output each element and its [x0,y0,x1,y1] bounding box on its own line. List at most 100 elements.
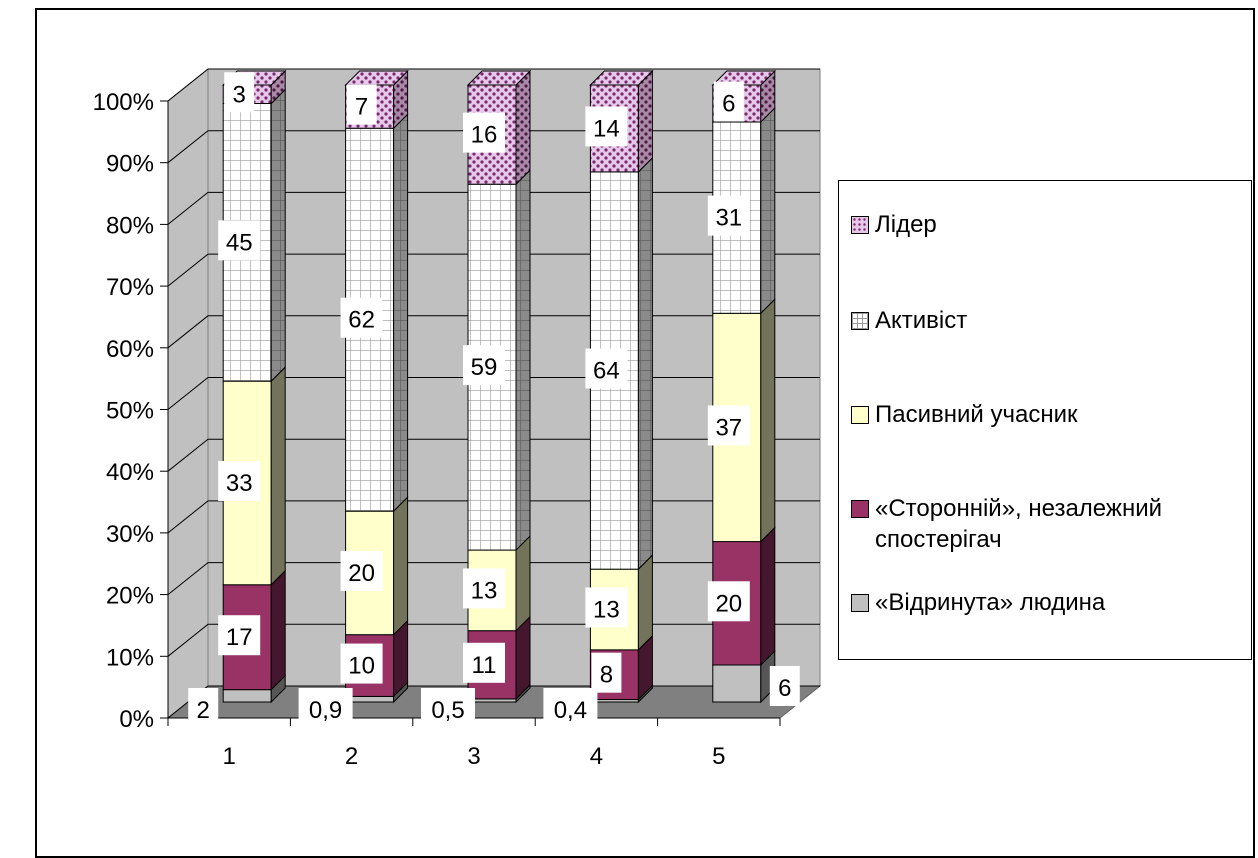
bar-top [589,70,654,86]
data-label-text: 33 [226,470,253,497]
data-label-text: 13 [593,597,620,624]
data-label-bg [707,405,750,446]
x-tick-label: 4 [590,743,603,770]
data-label-text: 0,5 [431,697,464,724]
data-label: 17 [218,615,261,656]
data-label-bg [340,643,383,684]
legend-label-outsider: «Сторонній», незалежний спостерігач [875,493,1162,555]
data-label-text: 6 [722,91,735,118]
data-label: 33 [218,460,261,501]
data-label-text: 37 [715,414,742,441]
bar-side [515,169,531,552]
bar-side [637,553,653,652]
data-label: 59 [463,345,505,386]
data-label: 11 [463,642,505,683]
data-label: 10 [340,643,383,684]
bar-side [515,534,531,632]
gridline [167,68,820,102]
data-label-text: 0,9 [309,697,342,724]
outsider-swatch-icon [851,500,869,518]
data-label: 62 [340,297,383,338]
data-label-bg [585,106,628,147]
data-label-bg [707,195,750,236]
legend-label-passive: Пасивний учасник [875,401,1078,428]
legend-label-outsider-line1: «Сторонній», незалежний [875,495,1163,522]
x-tick-label: 2 [345,743,358,770]
legend-label-rejected: «Відринута» людина [875,589,1106,616]
y-tick-label: 50% [106,398,154,425]
data-label-text: 10 [348,653,375,680]
legend-label-outsider-line2: спостерігач [875,526,1002,553]
legend-item-passive: Пасивний учасник [851,399,1078,430]
bar-segment [345,113,409,513]
data-label: 3 [224,72,255,113]
data-label-text: 17 [226,624,253,651]
bar-segment [466,69,532,186]
data-label-text: 6 [778,675,791,702]
bar-side [393,495,409,636]
data-label-text: 45 [226,229,253,256]
data-label: 13 [585,587,628,628]
data-label-text: 62 [348,307,375,334]
passive-swatch-icon [851,406,869,424]
data-label-bg [585,348,628,389]
data-label-bg [218,220,261,261]
x-tick-label: 1 [223,743,236,770]
data-label: 64 [585,348,628,389]
data-label-bg [188,688,219,728]
legend-label-activist: Активіст [875,307,968,334]
y-tick-label: 0% [119,706,154,733]
y-tick-label: 60% [106,336,154,363]
bar-top [711,70,777,86]
data-label-bg [463,345,505,386]
data-label-bg [591,652,622,693]
y-tick-label: 100% [93,89,154,116]
data-label-bg [340,550,383,591]
data-label-bg [543,688,598,728]
data-label: 37 [707,405,750,446]
y-tick-label: 20% [106,583,154,610]
data-label: 16 [463,112,505,153]
data-labels: 2 17 33 45 3 0,910 20 62 7 0,5 11 13 59 16 0,4 8 13 64 14 6… [188,72,800,728]
bar-side [270,569,286,691]
data-label-text: 13 [471,577,498,604]
data-label: 8 [591,652,622,693]
activist-swatch-icon [851,312,869,330]
y-tick-label: 80% [106,212,154,239]
legend-label-leader: Лідер [875,211,937,238]
data-label-text: 2 [197,697,210,724]
y-tick-label: 10% [106,644,154,671]
y-tick-label: 90% [106,151,154,178]
legend-item-outsider: «Сторонній», незалежний спостерігач [851,493,1162,555]
x-tick-label: 5 [712,743,725,770]
data-label: 45 [218,220,261,261]
data-label-bg [218,615,261,656]
leader-swatch-icon [851,216,869,234]
bar-side [637,69,653,174]
data-label-bg [463,112,505,153]
data-label-bg [707,581,750,622]
data-label-bg [463,642,505,683]
data-label: 0,9 [298,688,353,728]
rejected-swatch-icon [851,594,869,612]
data-label-text: 20 [348,560,375,587]
bar-top [466,70,532,86]
data-label: 20 [707,581,750,622]
data-label-bg [463,568,505,609]
legend-item-rejected: «Відринута» людина [851,587,1105,618]
data-label-bg [218,460,261,501]
data-label-bg [713,81,744,122]
y-tick-label: 40% [106,459,154,486]
data-label: 20 [340,550,383,591]
bar-front [712,664,762,703]
y-tick-label: 30% [106,521,154,548]
bar-front [345,695,395,703]
data-label: 2 [188,688,219,728]
bar-side [270,365,286,586]
data-label-bg [346,84,377,125]
data-label-bg [769,666,800,706]
bar-front [222,689,272,703]
data-label: 0,4 [543,688,598,728]
bar-top [344,70,409,86]
